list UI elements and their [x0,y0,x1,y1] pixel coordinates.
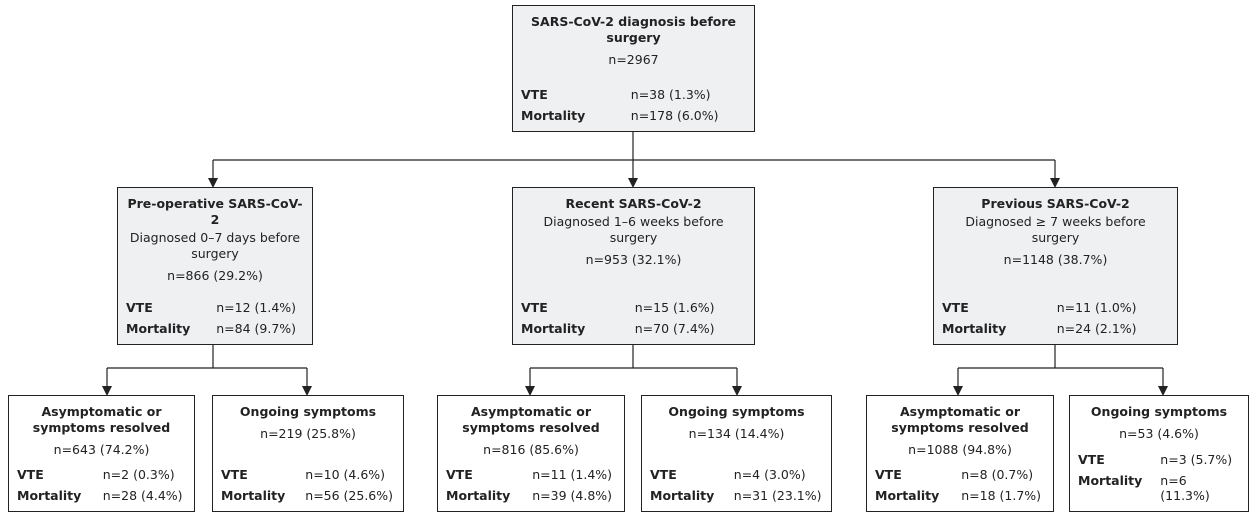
row-value: n=39 (4.8%) [532,488,613,503]
row-value: n=18 (1.7%) [961,488,1042,503]
node-rows: VTE n=4 (3.0%) Mortality n=31 (23.1%) [650,467,823,505]
node-box: SARS-CoV-2 diagnosis before surgery n=296… [512,5,755,132]
row-label: VTE [17,467,44,482]
node-box: Ongoing symptoms n=134 (14.4%) VTE n=4 (3.0… [641,395,832,512]
row-value: n=38 (1.3%) [630,87,711,102]
row-label: Mortality [521,321,586,336]
node-title: Asymptomatic or symptoms resolved [462,404,600,435]
node-box: Asymptomatic or symptoms resolved n=816 (… [437,395,625,512]
node-box: Ongoing symptoms n=53 (4.6%) VTE n=3 (5.7%)… [1069,395,1249,512]
node-count: n=1148 (38.7%) [1003,252,1108,267]
node-title: Pre-operative SARS-CoV-2 [127,196,303,227]
row-label: VTE [521,300,548,315]
row-value: n=6 (11.3%) [1160,473,1210,503]
row-value: n=84 (9.7%) [216,321,297,336]
row-value: n=2 (0.3%) [102,467,175,482]
node-rows: VTE n=3 (5.7%) Mortality n=6 (11.3%) [1078,452,1240,505]
row-value: n=8 (0.7%) [961,467,1034,482]
row-label: VTE [942,300,969,315]
row-value: n=70 (7.4%) [634,321,715,336]
node-rows: VTE n=11 (1.4%) Mortality n=39 (4.8%) [446,467,616,505]
row-value: n=11 (1.0%) [1056,300,1137,315]
node-count: n=1088 (94.8%) [908,442,1012,457]
node-title: Ongoing symptoms [239,404,377,419]
node-count: n=953 (32.1%) [585,252,682,267]
node-subtitle: Diagnosed 1–6 weeks before surgery [543,214,724,245]
row-label: Mortality [446,488,511,503]
node-box: Asymptomatic or symptoms resolved n=1088 … [866,395,1054,512]
node-title: SARS-CoV-2 diagnosis before surgery [531,14,736,45]
row-label: Mortality [126,321,191,336]
node-count: n=2967 [608,52,659,67]
node-box: Asymptomatic or symptoms resolved n=643 (… [8,395,195,512]
node-count: n=53 (4.6%) [1119,426,1199,441]
row-value: n=4 (3.0%) [733,467,806,482]
node-rows: VTE n=38 (1.3%) Mortality n=178 (6.0%) [521,87,746,125]
row-label: VTE [221,467,248,482]
node-box: Recent SARS-CoV-2 Diagnosed 1–6 weeks bef… [512,187,755,345]
row-label: Mortality [875,488,940,503]
row-label: VTE [126,300,153,315]
node-rows: VTE n=10 (4.6%) Mortality n=56 (25.6%) [221,467,395,505]
row-value: n=28 (4.4%) [102,488,183,503]
row-label: VTE [1078,452,1105,467]
node-title: Asymptomatic or symptoms resolved [32,404,171,435]
node-title: Ongoing symptoms [668,404,805,419]
node-box: Previous SARS-CoV-2 Diagnosed ≥ 7 weeks b… [933,187,1178,345]
row-value: n=10 (4.6%) [305,467,386,482]
node-subtitle: Diagnosed 0–7 days before surgery [129,230,301,261]
row-value: n=24 (2.1%) [1056,321,1137,336]
row-label: Mortality [1078,473,1143,488]
node-count: n=134 (14.4%) [688,426,785,441]
row-label: Mortality [942,321,1007,336]
row-label: VTE [650,467,677,482]
node-title: Recent SARS-CoV-2 [565,196,702,211]
row-label: Mortality [650,488,715,503]
node-rows: VTE n=2 (0.3%) Mortality n=28 (4.4%) [17,467,186,505]
node-title: Asymptomatic or symptoms resolved [891,404,1029,435]
node-rows: VTE n=12 (1.4%) Mortality n=84 (9.7%) [126,300,304,338]
row-value: n=11 (1.4%) [532,467,613,482]
node-title: Ongoing symptoms [1090,404,1228,419]
row-label: Mortality [221,488,286,503]
row-label: VTE [875,467,902,482]
node-rows: VTE n=8 (0.7%) Mortality n=18 (1.7%) [875,467,1045,505]
row-label: Mortality [17,488,82,503]
node-count: n=643 (74.2%) [53,442,150,457]
node-count: n=219 (25.8%) [260,426,356,441]
node-count: n=816 (85.6%) [483,442,579,457]
row-value: n=3 (5.7%) [1160,452,1233,467]
row-value: n=56 (25.6%) [305,488,394,503]
node-title: Previous SARS-CoV-2 [981,196,1130,211]
row-value: n=178 (6.0%) [630,108,719,123]
row-label: VTE [521,87,548,102]
node-count: n=866 (29.2%) [167,268,263,283]
node-rows: VTE n=11 (1.0%) Mortality n=24 (2.1%) [942,300,1169,338]
node-rows: VTE n=15 (1.6%) Mortality n=70 (7.4%) [521,300,746,338]
node-subtitle: Diagnosed ≥ 7 weeks before surgery [965,214,1146,245]
node-box: Pre-operative SARS-CoV-2 Diagnosed 0–7 da… [117,187,313,345]
row-value: n=31 (23.1%) [733,488,822,503]
row-label: Mortality [521,108,586,123]
row-label: VTE [446,467,473,482]
row-value: n=15 (1.6%) [634,300,715,315]
node-box: Ongoing symptoms n=219 (25.8%) VTE n=10 (4.… [212,395,404,512]
row-value: n=12 (1.4%) [216,300,297,315]
